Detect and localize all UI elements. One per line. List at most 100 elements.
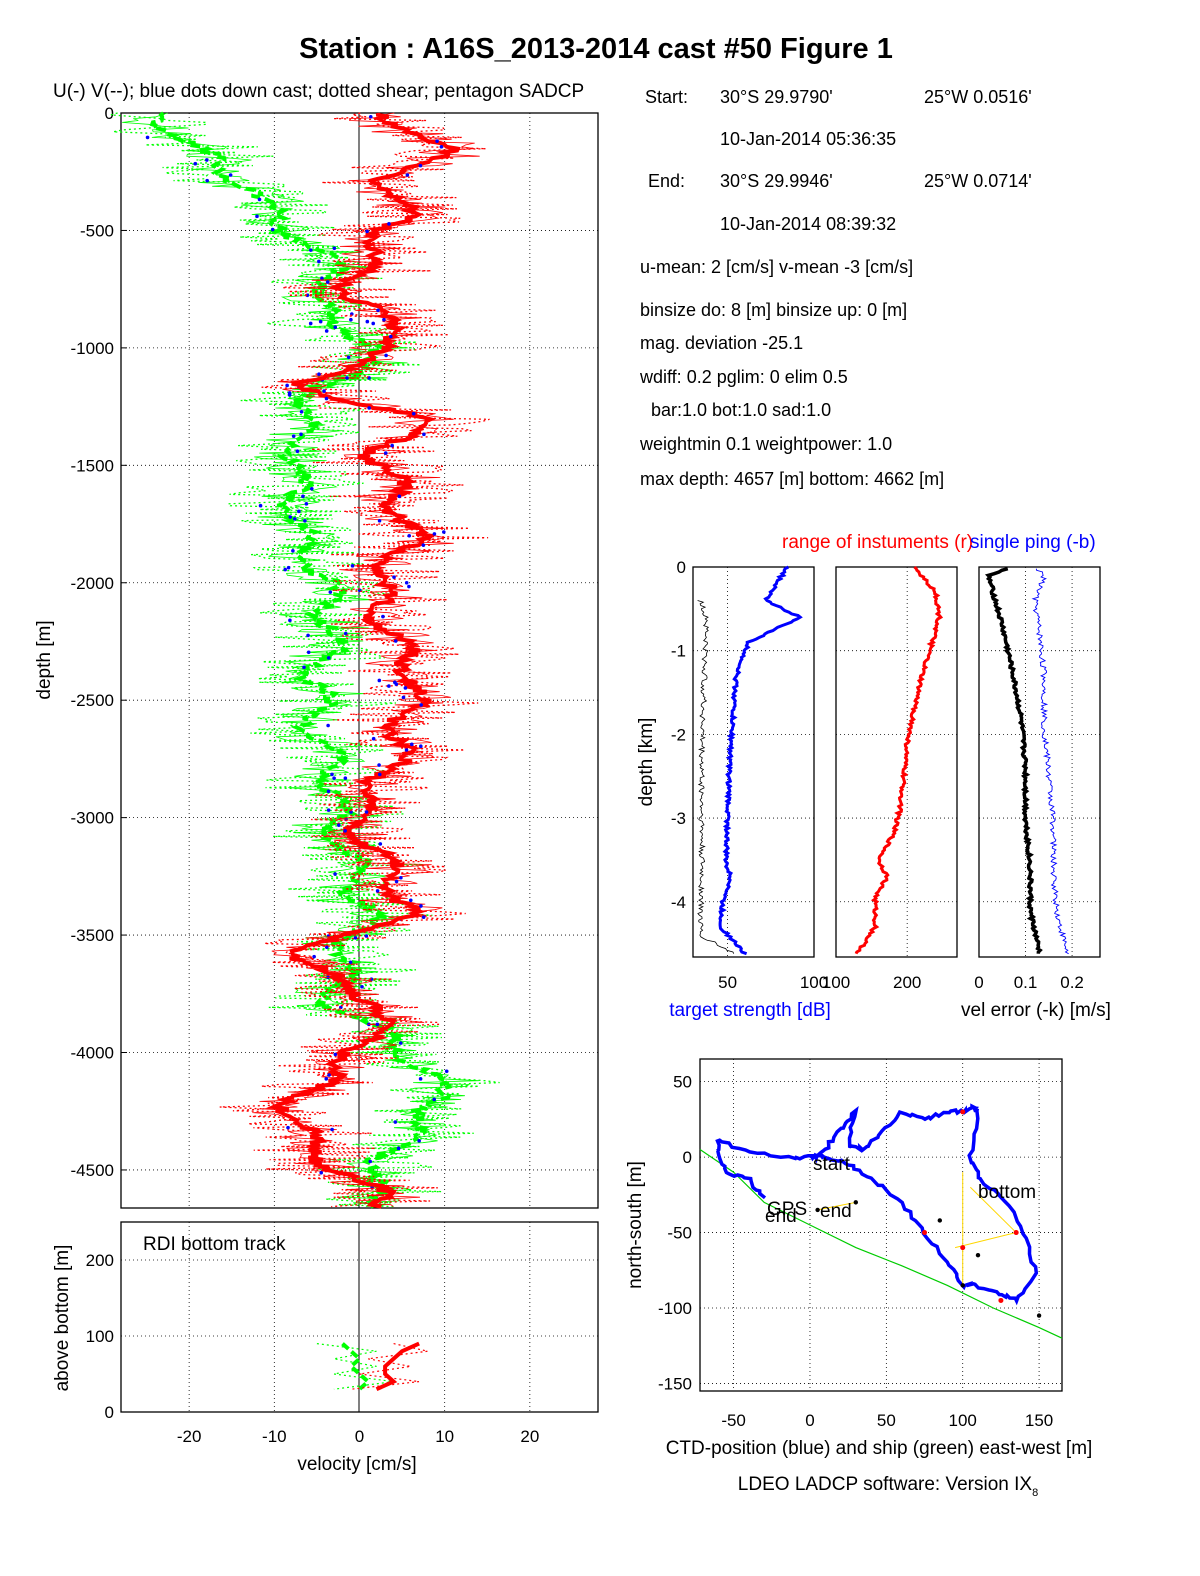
range-frame	[835, 566, 958, 958]
downcast-dot	[421, 543, 426, 547]
target-strength-xtick-label: 100	[800, 973, 828, 992]
bt-u-line	[375, 1341, 420, 1392]
position-link-line	[970, 1186, 1017, 1233]
downcast-dot	[285, 383, 289, 388]
start-lon: 25°W 0.0516'	[924, 87, 1032, 107]
max-depth: max depth: 4657 [m] bottom: 4662 [m]	[640, 469, 944, 489]
position-ytick-label: -100	[658, 1299, 692, 1318]
downcast-dot	[349, 317, 353, 322]
velocity-xtick-label: -10	[262, 1427, 287, 1446]
position-marker	[975, 1252, 981, 1258]
downcast-dot	[301, 494, 305, 499]
downcast-dot	[318, 319, 323, 324]
position-xtick-label: 50	[877, 1411, 896, 1430]
depth-km-tick-label: -4	[671, 893, 686, 912]
downcast-dot	[442, 530, 446, 534]
velocity-ytick-label: -500	[80, 221, 114, 240]
downcast-dot	[299, 409, 304, 414]
target-strength-xtick-label: 50	[718, 973, 737, 992]
target-strength-line	[697, 600, 735, 954]
downcast-dot	[383, 451, 388, 455]
figure-title: Station : A16S_2013-2014 cast #50 Figure…	[299, 33, 893, 65]
diagnostic-panels: range of instuments (r) single ping (-b)…	[636, 532, 1111, 1021]
bottom-annotation: bottom	[978, 1182, 1036, 1203]
downcast-dot	[324, 329, 329, 333]
position-xtick-label: -50	[721, 1411, 746, 1430]
position-xtick-label: 100	[949, 1411, 977, 1430]
cast-info: Start: 30°S 29.9790' 25°W 0.0516' 10-Jan…	[639, 87, 1032, 489]
velocity-ytick-label: -4000	[71, 1044, 114, 1063]
velocity-ytick-label: 0	[105, 104, 114, 123]
downcast-dot	[421, 915, 426, 920]
downcast-dot	[435, 139, 439, 143]
downcast-dot	[343, 828, 347, 833]
downcast-dot	[417, 1139, 421, 1143]
ctd-track-line	[715, 1103, 1039, 1306]
velocity-xtick-label: -20	[177, 1427, 202, 1446]
downcast-dot	[286, 1125, 290, 1130]
start-annotation: start	[813, 1154, 851, 1175]
downcast-dot	[388, 334, 393, 339]
downcast-dot	[365, 229, 369, 234]
downcast-dot	[270, 227, 275, 232]
vel-error-frame	[978, 566, 1101, 958]
end-label: End:	[648, 171, 685, 191]
position-red-marker	[1013, 1230, 1019, 1236]
downcast-dot	[377, 772, 382, 777]
downcast-dot	[381, 614, 385, 619]
range-line	[854, 565, 944, 955]
position-grid	[700, 1059, 1062, 1391]
downcast-dot	[291, 549, 295, 553]
downcast-dot	[407, 584, 411, 589]
downcast-dot	[287, 393, 292, 397]
bottom-track-ytick-label: 100	[86, 1327, 114, 1346]
downcast-dot	[401, 695, 406, 700]
downcast-dot	[297, 509, 301, 514]
velocity-ytick-label: -1500	[71, 456, 114, 475]
downcast-dot	[299, 432, 303, 437]
mag-deviation: mag. deviation -25.1	[640, 333, 803, 353]
constraint-weights: bar:1.0 bot:1.0 sad:1.0	[651, 400, 831, 420]
downcast-dot	[308, 248, 313, 252]
downcast-dot	[295, 449, 300, 454]
binsize: binsize do: 8 [m] binsize up: 0 [m]	[640, 300, 907, 320]
downcast-dot	[291, 434, 296, 438]
downcast-dot	[306, 633, 310, 638]
position-xlabel: CTD-position (blue) and ship (green) eas…	[666, 1438, 1093, 1459]
downcast-dot	[293, 517, 297, 521]
gps-end-annotation: end	[765, 1206, 797, 1227]
vel-error-xlabel: vel error (-k) [m/s]	[961, 1000, 1111, 1021]
range-xtick-label: 200	[893, 973, 921, 992]
downcast-dot	[432, 1097, 437, 1102]
downcast-dot	[364, 810, 369, 814]
downcast-dot	[320, 276, 324, 281]
velocity-xtick-label: 20	[520, 1427, 539, 1446]
software-version: LDEO LADCP software: Version IX8	[738, 1474, 1038, 1499]
position-xtick-label: 150	[1025, 1411, 1053, 1430]
downcast-dot	[377, 518, 382, 523]
v-profile-downcast-line	[122, 112, 479, 1207]
velocity-ytick-label: -3500	[71, 926, 114, 945]
downcast-dot	[317, 259, 321, 264]
start-lat: 30°S 29.9790'	[720, 87, 833, 107]
downcast-dot	[368, 114, 373, 119]
downcast-dot	[418, 1077, 423, 1081]
downcast-dot	[343, 631, 348, 636]
range-title: range of instuments (r)	[782, 532, 973, 553]
position-marker	[853, 1200, 858, 1205]
bottom-track-ytick-label: 200	[86, 1251, 114, 1270]
depth-km-tick-label: 0	[677, 558, 686, 577]
position-frame	[699, 1058, 1063, 1392]
vel-error-xtick-label: 0.2	[1060, 973, 1084, 992]
downcast-dot	[255, 214, 259, 219]
downcast-dot	[326, 723, 330, 728]
downcast-dot	[346, 355, 351, 360]
downcast-dot	[339, 1005, 343, 1010]
velocity-xtick-label: 0	[355, 1427, 364, 1446]
velocity-ytick-label: -4500	[71, 1161, 114, 1180]
downcast-dot	[398, 1041, 403, 1045]
downcast-dot	[377, 678, 382, 683]
position-marker	[1036, 1313, 1042, 1318]
ship-track-line	[699, 1149, 1063, 1339]
